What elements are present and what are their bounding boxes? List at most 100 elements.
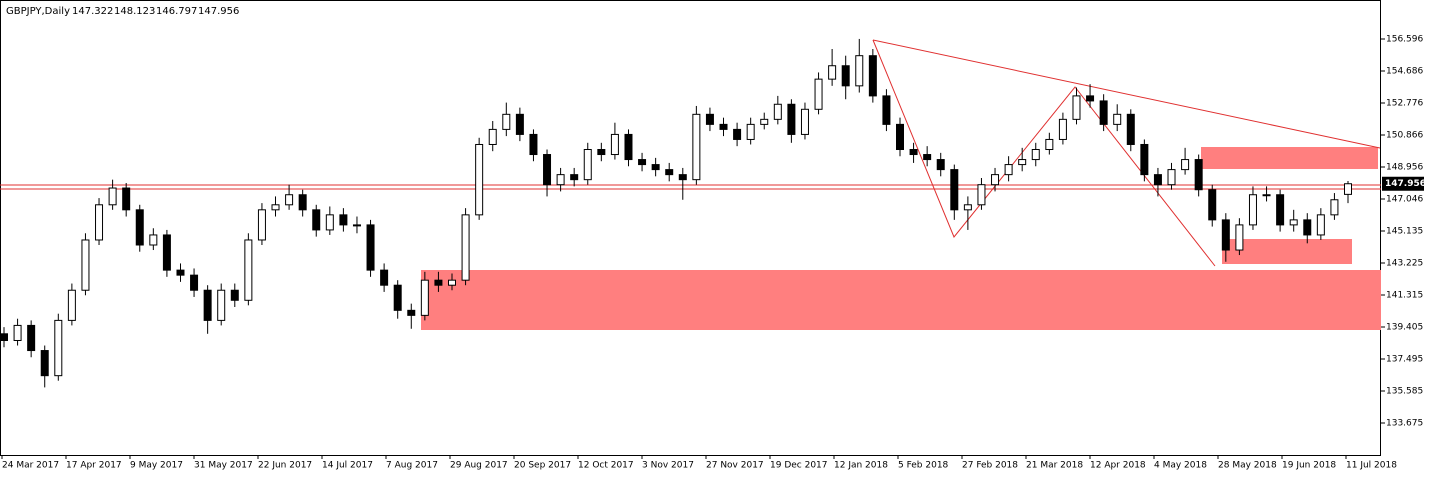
x-tick-label: 3 Nov 2017 [642, 461, 694, 471]
candle-body [828, 65, 837, 80]
candle-body [733, 128, 742, 140]
y-tick-label: 137.495 [1386, 355, 1423, 365]
candle-body [787, 103, 796, 135]
candle-body [325, 214, 334, 231]
candle-body [475, 143, 484, 216]
candle-body [488, 128, 497, 145]
candle-body [624, 133, 633, 161]
candle-body [407, 309, 416, 316]
candle-body [244, 239, 253, 301]
candle-body [1289, 219, 1298, 226]
candle-body [67, 289, 76, 321]
candle-body [149, 234, 158, 246]
x-tick-label: 12 Oct 2017 [578, 461, 634, 471]
candle-body [366, 224, 375, 271]
ohlc-close: 147.956 [198, 6, 239, 17]
candle-body [108, 187, 117, 206]
x-tick-label: 27 Nov 2017 [706, 461, 764, 471]
candle-body [1181, 159, 1190, 171]
candle-body [1140, 143, 1149, 176]
candle-body [95, 204, 104, 241]
candle-body [461, 214, 470, 281]
candle-body [556, 174, 565, 186]
x-tick-label: 29 Aug 2017 [450, 461, 508, 471]
candle-body [190, 274, 199, 291]
candle-body [393, 284, 402, 311]
zone [421, 270, 1381, 330]
candle-body [610, 133, 619, 156]
candle-body [855, 55, 864, 87]
x-tick-label: 9 May 2017 [130, 461, 183, 471]
ohlc-open: 147.322 [72, 6, 113, 17]
candle-body [230, 289, 239, 301]
x-tick-label: 17 Apr 2017 [66, 461, 122, 471]
zone [1222, 239, 1352, 264]
ohlc-low: 146.797 [156, 6, 197, 17]
candle-body [1099, 100, 1108, 125]
candle-body [1221, 219, 1230, 251]
x-tick-label: 4 May 2018 [1154, 461, 1207, 471]
candle-body [271, 204, 280, 211]
candle-body [176, 269, 185, 276]
candle-body [705, 113, 714, 125]
candle-body [1208, 189, 1217, 221]
candle-body [896, 123, 904, 151]
x-tick-label: 7 Aug 2017 [386, 461, 438, 471]
candle-body [1018, 159, 1027, 166]
candle-body [868, 55, 877, 97]
candle-body [963, 204, 972, 211]
candle-body [1262, 194, 1271, 197]
candle-body [1248, 194, 1257, 226]
candle-body [746, 123, 755, 140]
trend-line [872, 39, 1381, 149]
x-tick-label: 11 Jul 2018 [1346, 461, 1397, 471]
candle-body [597, 149, 606, 156]
x-tick-label: 21 Mar 2018 [1026, 461, 1083, 471]
candle-body [1045, 138, 1054, 151]
candle-body [203, 289, 212, 321]
candle-body [882, 95, 891, 125]
candle-body [1303, 219, 1312, 236]
x-tick-label: 5 Feb 2018 [898, 461, 949, 471]
candle-body [814, 78, 823, 110]
candle-body [719, 123, 728, 130]
x-tick-label: 12 Jan 2018 [834, 461, 888, 471]
candle-body [923, 154, 932, 161]
candle-body [936, 159, 945, 171]
candle-body [122, 187, 131, 211]
price-tag [1382, 176, 1424, 191]
candle-body [991, 174, 1000, 186]
x-tick-label: 20 Sep 2017 [514, 461, 571, 471]
candle-body [135, 209, 144, 246]
candle-body [950, 169, 959, 211]
candle-body [1344, 183, 1352, 195]
ohlc-high: 148.123 [114, 6, 155, 17]
x-tick-label: 24 Mar 2017 [2, 461, 59, 471]
y-tick-label: 143.225 [1386, 259, 1423, 269]
candle-body [1194, 159, 1203, 191]
x-tick-label: 31 May 2017 [194, 461, 253, 471]
y-tick-label: 133.675 [1386, 419, 1423, 429]
candle-body [638, 159, 647, 166]
y-tick-label: 135.585 [1386, 387, 1423, 397]
candle-body [1031, 149, 1040, 161]
y-tick-label: 156.596 [1386, 35, 1423, 45]
y-tick-label: 145.135 [1386, 227, 1423, 237]
y-tick-label: 150.866 [1386, 130, 1423, 140]
candle-body [1330, 199, 1339, 216]
y-tick-label: 139.405 [1386, 323, 1423, 333]
x-tick-label: 22 Jun 2017 [258, 461, 312, 471]
candle-body [502, 113, 511, 130]
plot-frame [0, 0, 1381, 456]
candle-body [54, 319, 63, 377]
candle-body [40, 350, 49, 377]
candle-body [339, 214, 348, 226]
candle-body [678, 174, 687, 181]
x-tick-label: 14 Jul 2017 [322, 461, 373, 471]
candle-body [1058, 118, 1067, 140]
candle-body [0, 333, 8, 341]
candle-body [1167, 169, 1176, 186]
y-tick-label: 148.956 [1386, 162, 1423, 172]
candle-body [81, 239, 90, 291]
